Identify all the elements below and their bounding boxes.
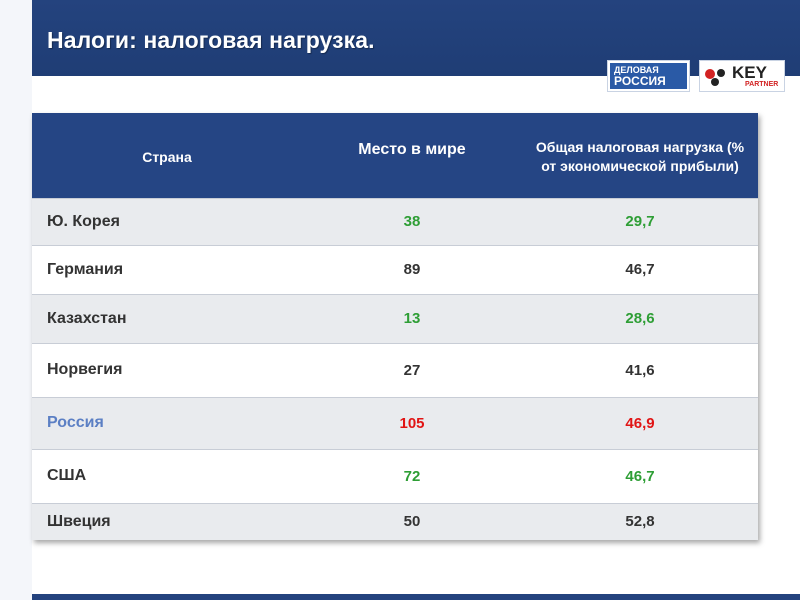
rank-cell: 72 bbox=[302, 448, 522, 503]
table-header: Страна Место в мире Общая налоговая нагр… bbox=[32, 113, 758, 198]
left-margin bbox=[0, 0, 32, 600]
table-row: США 72 46,7 bbox=[32, 448, 758, 503]
header-tax-load-line2: от экономической прибыли) bbox=[541, 158, 739, 174]
table-body: Ю. Корея 38 29,7 Германия 89 46,7 Казахстан 13 2… bbox=[32, 197, 758, 540]
header-rank: Место в мире bbox=[358, 141, 466, 158]
table-header-row: Страна Место в мире Общая налоговая нагр… bbox=[32, 113, 758, 198]
country-cell: Россия bbox=[32, 396, 302, 449]
country-cell: Норвегия bbox=[32, 342, 302, 397]
tax-load-cell: 46,9 bbox=[522, 396, 758, 449]
tax-burden-table: Страна Место в мире Общая налоговая нагр… bbox=[32, 113, 758, 540]
delovaya-rossiya-logo: ДЕЛОВАЯ РОССИЯ bbox=[607, 60, 690, 92]
right-margin bbox=[790, 0, 800, 600]
partner-logo-text: PARTNER bbox=[745, 81, 779, 88]
slide-title: Налоги: налоговая нагрузка. bbox=[47, 27, 375, 53]
tax-load-cell: 52,8 bbox=[522, 502, 758, 540]
rank-cell: 38 bbox=[302, 197, 522, 245]
country-cell: США bbox=[32, 448, 302, 503]
country-cell: Ю. Корея bbox=[32, 197, 302, 245]
bottom-bar bbox=[32, 594, 800, 600]
country-cell: Швеция bbox=[32, 502, 302, 540]
rank-cell: 13 bbox=[302, 293, 522, 343]
country-cell: Казахстан bbox=[32, 293, 302, 343]
key-partner-logo: KEY PARTNER bbox=[699, 60, 785, 92]
rank-cell: 27 bbox=[302, 342, 522, 397]
table-row: Норвегия 27 41,6 bbox=[32, 342, 758, 397]
key-logo-text: KEY bbox=[732, 63, 767, 82]
rank-cell: 105 bbox=[302, 396, 522, 449]
table-row: Ю. Корея 38 29,7 bbox=[32, 197, 758, 245]
table-row: Германия 89 46,7 bbox=[32, 244, 758, 294]
table-row: Россия 105 46,9 bbox=[32, 396, 758, 449]
delovaya-rossiya-logo-box: ДЕЛОВАЯ РОССИЯ bbox=[610, 63, 687, 89]
rank-cell: 50 bbox=[302, 502, 522, 540]
tax-load-cell: 29,7 bbox=[522, 197, 758, 245]
tax-load-cell: 28,6 bbox=[522, 293, 758, 343]
delovaya-logo-text-1: ДЕЛОВАЯ bbox=[614, 65, 659, 75]
header-tax-load: Общая налоговая нагрузка (% от экономиче… bbox=[522, 113, 758, 198]
rank-cell: 89 bbox=[302, 244, 522, 294]
tax-table-container: Страна Место в мире Общая налоговая нагр… bbox=[32, 113, 758, 540]
header-country: Страна bbox=[142, 149, 192, 165]
delovaya-logo-text-2: РОССИЯ bbox=[614, 74, 666, 88]
country-cell: Германия bbox=[32, 244, 302, 294]
table-row: Казахстан 13 28,6 bbox=[32, 293, 758, 343]
table-row: Швеция 50 52,8 bbox=[32, 502, 758, 540]
tax-load-cell: 41,6 bbox=[522, 342, 758, 397]
tax-load-cell: 46,7 bbox=[522, 244, 758, 294]
header-tax-load-line1: Общая налоговая нагрузка (% bbox=[535, 139, 745, 155]
tax-load-cell: 46,7 bbox=[522, 448, 758, 503]
key-partner-dots-icon bbox=[705, 69, 725, 86]
